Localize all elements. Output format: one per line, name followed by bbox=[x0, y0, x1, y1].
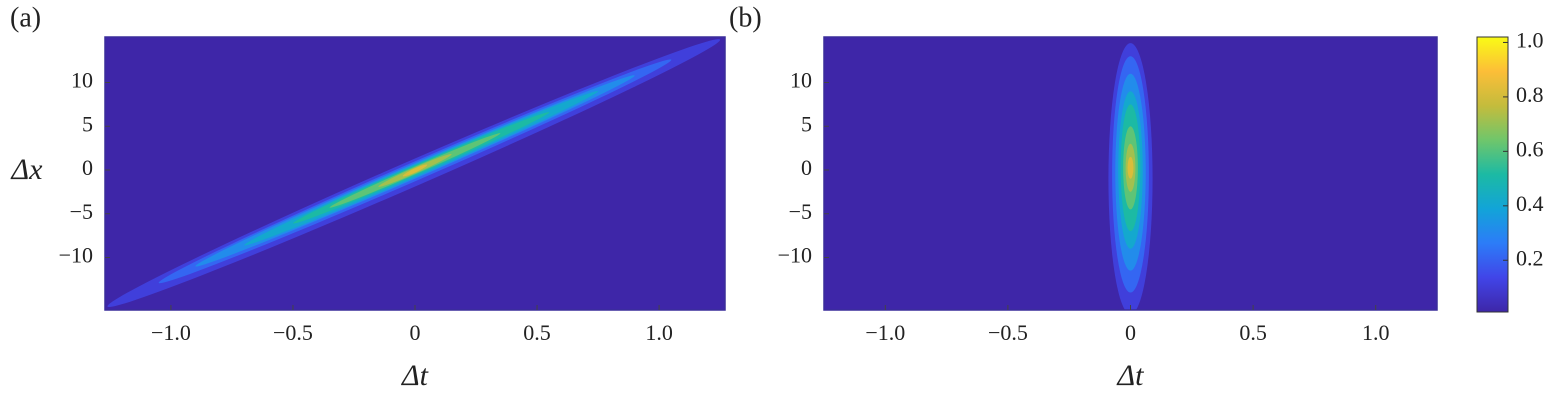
y-tick-label: 10 bbox=[71, 68, 93, 93]
y-axis-label: Δx bbox=[11, 153, 44, 186]
panel-label: (a) bbox=[10, 2, 41, 33]
colorbar-tick-label: 0.4 bbox=[1516, 191, 1544, 216]
x-tick-label: −0.5 bbox=[273, 320, 313, 345]
colorbar-tick-label: 0.6 bbox=[1516, 136, 1544, 161]
x-tick-label: −1.0 bbox=[151, 320, 191, 345]
y-tick-label: 5 bbox=[82, 111, 93, 136]
x-axis-label: Δt bbox=[1117, 359, 1145, 392]
x-axis-label: Δt bbox=[401, 359, 429, 392]
contour-band bbox=[1127, 156, 1134, 179]
contours bbox=[107, 39, 721, 308]
y-tick-label: 0 bbox=[801, 155, 812, 180]
x-tick-label: −0.5 bbox=[988, 320, 1028, 345]
colorbar-tick-label: 0.2 bbox=[1516, 245, 1544, 270]
x-tick-label: 0 bbox=[1125, 320, 1136, 345]
y-tick-label: −10 bbox=[59, 243, 93, 268]
x-tick-label: 1.0 bbox=[645, 320, 673, 345]
x-tick-label: 0.5 bbox=[1239, 320, 1267, 345]
contour-band bbox=[402, 164, 428, 177]
y-tick-label: −10 bbox=[778, 243, 812, 268]
x-tick-label: −1.0 bbox=[865, 320, 905, 345]
colorbar-tick-label: 1.0 bbox=[1516, 27, 1544, 52]
y-tick-label: 0 bbox=[82, 155, 93, 180]
y-tick-label: −5 bbox=[70, 199, 93, 224]
y-tick-label: −5 bbox=[789, 199, 812, 224]
panel-label: (b) bbox=[729, 2, 762, 33]
contours bbox=[1108, 43, 1153, 310]
colorbar bbox=[1476, 36, 1509, 313]
x-tick-label: 1.0 bbox=[1362, 320, 1390, 345]
x-tick-label: 0.5 bbox=[523, 320, 551, 345]
y-tick-label: 10 bbox=[790, 68, 812, 93]
y-tick-label: 5 bbox=[801, 111, 812, 136]
colorbar-tick-label: 0.8 bbox=[1516, 82, 1544, 107]
x-tick-label: 0 bbox=[410, 320, 421, 345]
